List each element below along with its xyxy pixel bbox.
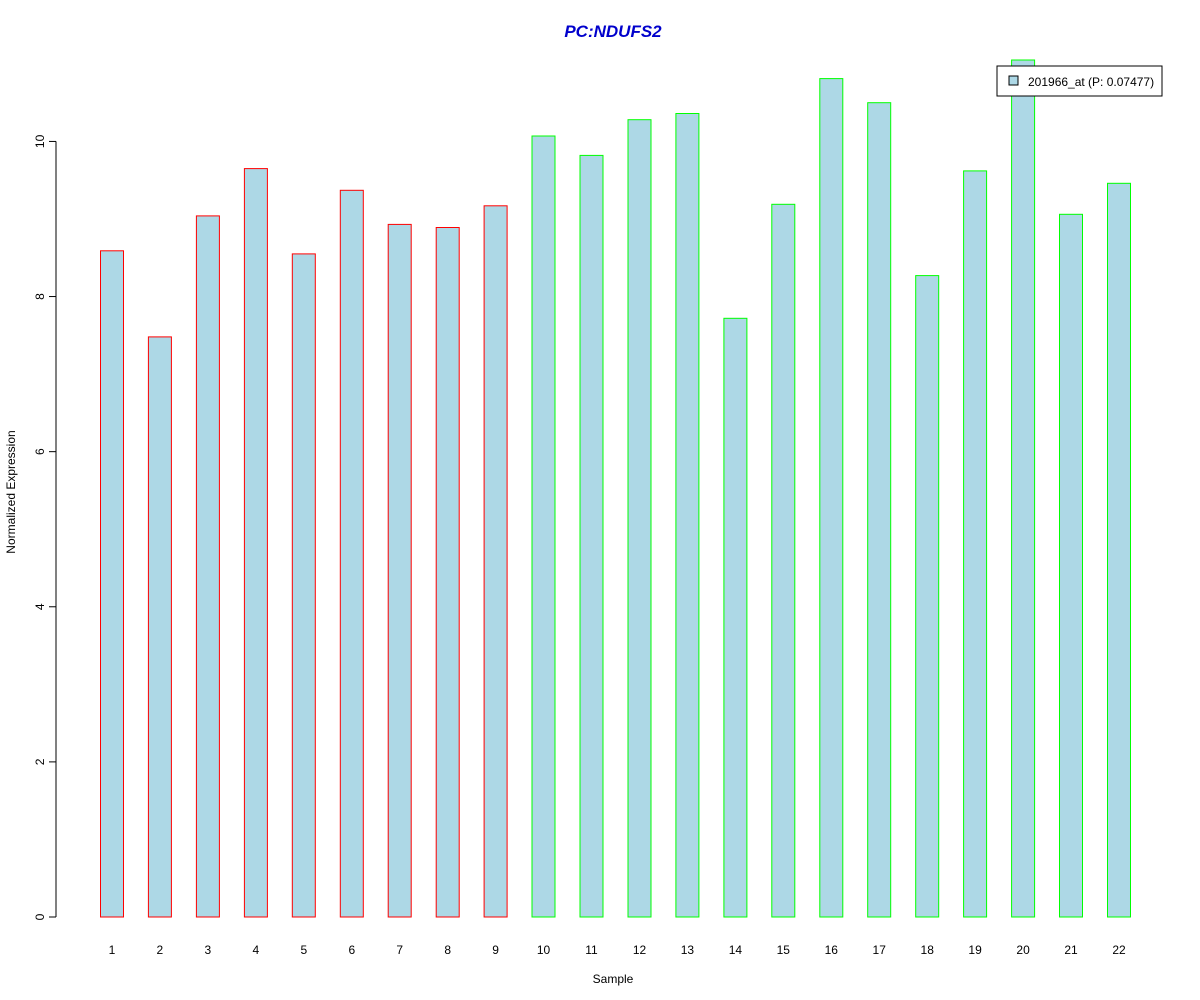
bar-sample-4 (243, 168, 268, 918)
bar-sample-13 (675, 113, 700, 918)
bar-sample-5 (291, 253, 316, 918)
bar-sample-3 (195, 215, 220, 918)
bar-sample-1 (100, 250, 124, 918)
bar-sample-8 (435, 227, 460, 918)
y-tick-label: 4 (33, 603, 47, 610)
bar-sample-6 (339, 189, 364, 918)
y-axis-title: Normalized Expression (4, 430, 18, 553)
bar-sample-10 (531, 135, 556, 918)
legend-swatch (1008, 75, 1019, 86)
x-tick-label: 3 (205, 943, 212, 957)
x-tick-label: 22 (1112, 943, 1126, 957)
x-tick-label: 11 (585, 943, 598, 957)
x-tick-label: 21 (1064, 943, 1078, 957)
bars (100, 59, 1131, 918)
chart-title: PC:NDUFS2 (564, 22, 662, 41)
x-tick-label: 6 (348, 943, 355, 957)
x-tick-label: 10 (537, 943, 551, 957)
bar-sample-7 (387, 223, 412, 918)
x-tick-label: 9 (492, 943, 499, 957)
x-tick-label: 7 (396, 943, 403, 957)
bar-sample-17 (867, 102, 892, 918)
legend: 201966_at (P: 0.07477) (996, 65, 1163, 97)
y-tick-label: 10 (33, 134, 47, 148)
x-tick-labels: 1 2 3 4 5 6 7 8 9 10 11 12 13 14 15 16 17 18 19 20 21 22 (109, 943, 1126, 957)
x-tick-label: 14 (729, 943, 743, 957)
x-tick-label: 13 (681, 943, 695, 957)
x-tick-label: 20 (1016, 943, 1030, 957)
bar-sample-15 (771, 203, 796, 918)
y-tick-label: 0 (33, 913, 47, 920)
y-tick-label: 2 (33, 758, 47, 765)
x-tick-label: 19 (968, 943, 982, 957)
legend-label: 201966_at (P: 0.07477) (1028, 75, 1154, 89)
y-axis: 0 2 4 6 8 10 (33, 134, 57, 920)
x-tick-label: 4 (253, 943, 260, 957)
bar-sample-11 (579, 154, 604, 918)
bar-sample-9 (483, 205, 508, 918)
bar-sample-20 (1011, 59, 1036, 918)
x-tick-label: 1 (109, 943, 116, 957)
bar-sample-19 (963, 170, 988, 918)
x-tick-label: 15 (777, 943, 791, 957)
bar-sample-21 (1059, 213, 1083, 918)
bar-sample-22 (1107, 182, 1131, 918)
x-tick-label: 18 (921, 943, 935, 957)
bar-sample-16 (819, 78, 844, 918)
x-tick-label: 5 (300, 943, 307, 957)
bar-sample-2 (147, 336, 172, 918)
x-tick-label: 8 (444, 943, 451, 957)
bar-sample-18 (915, 275, 940, 918)
x-axis-title: Sample (593, 972, 634, 986)
x-tick-label: 16 (825, 943, 839, 957)
bar-sample-14 (723, 317, 748, 918)
x-tick-label: 2 (157, 943, 164, 957)
y-tick-label: 8 (33, 293, 47, 300)
x-tick-label: 12 (633, 943, 647, 957)
x-tick-label: 17 (873, 943, 887, 957)
legend-box (996, 65, 1163, 97)
bar-sample-12 (627, 119, 652, 918)
y-tick-label: 6 (33, 448, 47, 455)
